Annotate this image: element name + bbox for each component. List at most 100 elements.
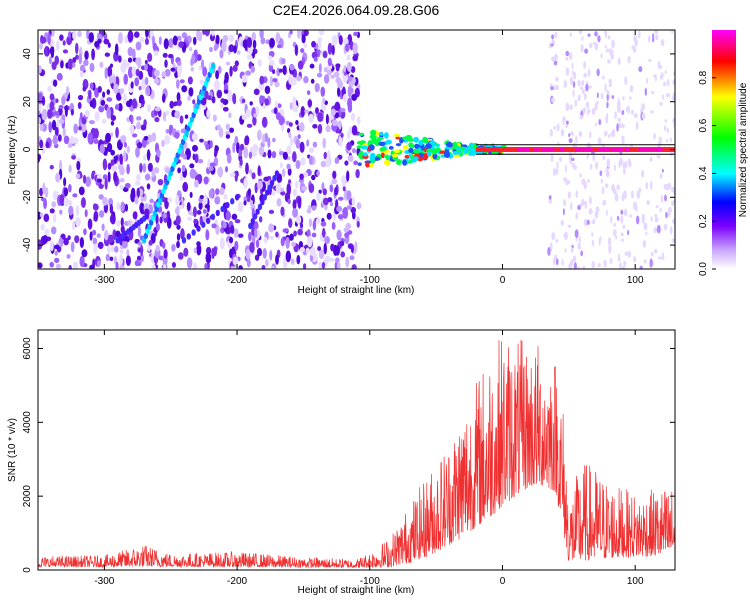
spectrogram-noise-cell — [296, 75, 302, 82]
spectrogram-noise-cell — [269, 37, 275, 48]
spectrogram-noise-cell — [228, 112, 232, 119]
spectrogram-tone-cell — [393, 133, 401, 138]
spectrogram-noise-cell — [193, 247, 197, 254]
spectrogram-side-noise-cell — [603, 259, 607, 268]
spectrogram-noise-cell — [243, 146, 249, 159]
spectrogram-noise-cell — [280, 237, 285, 247]
spectrogram-noise-cell — [126, 145, 130, 154]
spectrogram-noise-cell — [281, 168, 286, 177]
spectrogram-noise-cell — [177, 69, 181, 78]
spectrogram-noise-cell — [205, 143, 210, 151]
spectrogram-noise-cell — [349, 255, 355, 261]
spectrogram-noise-cell — [330, 108, 336, 116]
spectrogram-side-noise-cell — [565, 102, 570, 112]
spectrogram-noise-cell — [146, 85, 150, 95]
spectrogram-side-noise-cell — [583, 218, 588, 227]
spectrogram-noise-cell — [162, 212, 167, 219]
spectrogram-noise-cell — [75, 217, 81, 227]
spectrogram-side-noise-cell — [654, 216, 659, 223]
spectrogram-tone-cell — [395, 143, 402, 147]
spectrogram-noise-cell — [225, 134, 231, 139]
spectrogram-noise-cell — [247, 188, 252, 197]
spectrogram-noise-cell — [241, 98, 246, 104]
spectrogram-side-noise-cell — [553, 125, 556, 130]
spectrogram-noise-cell — [254, 228, 258, 238]
spectrogram-noise-cell — [300, 223, 304, 228]
figure-title: C2E4.2026.064.09.28.G06 — [273, 2, 440, 18]
spectrogram-noise-cell — [131, 133, 138, 138]
spectrogram-noise-cell — [219, 187, 225, 196]
spectrogram-noise-cell — [196, 210, 202, 215]
spectrogram-noise-cell — [200, 97, 207, 106]
spectrogram-side-noise-cell — [594, 42, 599, 51]
spectrogram-noise-cell — [311, 40, 317, 48]
spectrogram-side-noise-cell — [593, 218, 596, 223]
spectrogram-noise-cell — [289, 102, 293, 110]
spectrogram-side-noise-cell — [587, 68, 591, 77]
spectrogram-noise-cell — [323, 151, 328, 160]
spectrogram-noise-cell — [162, 241, 166, 249]
spectrogram-noise-cell — [171, 244, 176, 252]
spectrogram-side-noise-cell — [645, 231, 648, 236]
spectrogram-noise-cell — [49, 93, 55, 101]
spectrogram-noise-cell — [310, 78, 315, 84]
spectrogram-streak-cell — [255, 208, 260, 215]
spectrogram-noise-cell — [63, 135, 70, 145]
spectrogram-noise-cell — [155, 222, 160, 232]
spectrogram-noise-cell — [322, 137, 326, 149]
spectrogram-noise-cell — [205, 246, 212, 255]
spectrogram-noise-cell — [204, 262, 208, 269]
spectrogram-side-noise-cell — [615, 235, 618, 240]
spectrogram-noise-cell — [140, 196, 145, 203]
spectrogram-noise-cell — [135, 41, 142, 51]
spectrogram-noise-cell — [324, 100, 328, 105]
spectrogram-noise-cell — [217, 65, 222, 74]
spectrogram-noise-cell — [139, 36, 145, 43]
spectrogram-noise-cell — [268, 55, 273, 60]
spectrogram-side-noise-cell — [567, 191, 572, 199]
spectrogram-tone-cell — [357, 162, 362, 166]
spectrogram-noise-cell — [163, 38, 169, 50]
spectrogram-noise-cell — [44, 45, 48, 57]
spectrogram-side-noise-cell — [607, 59, 611, 64]
spectrogram-noise-cell — [100, 99, 106, 106]
spectrogram-noise-cell — [151, 264, 156, 269]
spectrogram-side-noise-cell — [648, 58, 652, 63]
spectrogram-noise-cell — [87, 218, 93, 230]
spectrogram-noise-cell — [222, 221, 227, 229]
spectrogram-side-noise-cell — [672, 117, 675, 124]
y-tick-label: 0 — [22, 146, 33, 152]
spectrogram-noise-cell — [78, 53, 83, 65]
spectrogram-noise-cell — [286, 183, 291, 196]
spectrogram-noise-cell — [72, 193, 78, 198]
spectrogram-noise-cell — [333, 71, 340, 78]
spectrogram-noise-cell — [164, 134, 171, 145]
spectrogram-noise-cell — [147, 134, 153, 143]
spectrogram-noise-cell — [64, 104, 68, 117]
spectrogram-noise-cell — [119, 88, 125, 95]
spectrogram-side-noise-cell — [557, 141, 560, 147]
spectrogram-noise-cell — [116, 201, 121, 211]
spectrogram-side-noise-cell — [563, 80, 568, 89]
spectrogram-noise-cell — [213, 44, 218, 52]
spectrogram-side-noise-cell — [614, 193, 619, 202]
spectrogram-noise-cell — [353, 160, 359, 166]
spectrogram-noise-cell — [297, 30, 301, 39]
spectrogram-noise-cell — [199, 194, 204, 200]
spectrogram-noise-cell — [169, 100, 175, 109]
spectrogram-noise-cell — [265, 258, 269, 267]
spectrogram-noise-cell — [89, 231, 93, 241]
spectrogram-noise-cell — [334, 112, 340, 119]
spectrogram-noise-cell — [68, 164, 72, 173]
spectrogram-noise-cell — [267, 149, 272, 159]
spectrogram-noise-cell — [156, 149, 161, 158]
spectrogram-noise-cell — [135, 121, 142, 130]
spectrogram-side-noise-cell — [661, 168, 664, 173]
spectrogram-noise-cell — [52, 79, 58, 87]
spectrogram-noise-cell — [316, 170, 320, 177]
spectrogram-noise-cell — [322, 97, 326, 104]
spectrogram-noise-cell — [347, 154, 354, 162]
spectrogram-noise-cell — [331, 119, 338, 127]
spectrogram-noise-cell — [181, 164, 186, 172]
